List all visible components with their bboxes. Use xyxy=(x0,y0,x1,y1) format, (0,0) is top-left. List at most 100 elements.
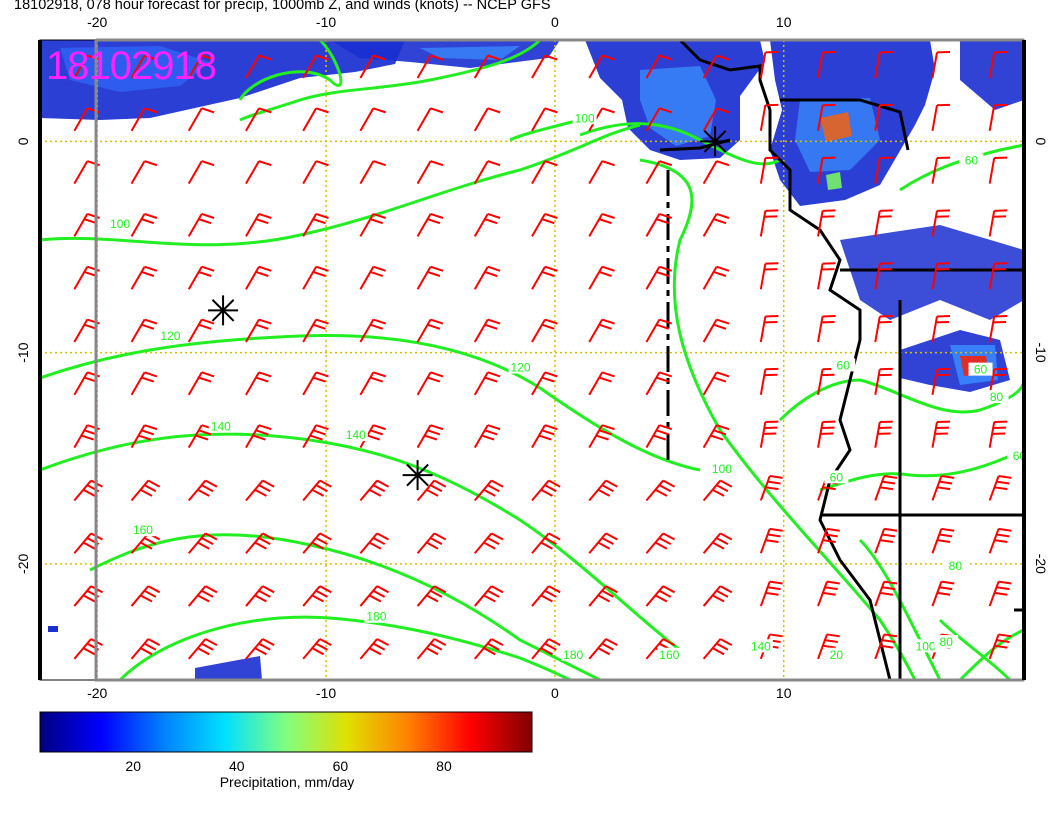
contour-label: 100 xyxy=(110,217,130,231)
wind-barb xyxy=(531,424,558,449)
wind-barb xyxy=(645,265,673,290)
wind-barb xyxy=(702,638,733,660)
wind-barb xyxy=(245,54,272,79)
wind-barb xyxy=(759,580,783,607)
wind-barb xyxy=(588,160,615,185)
wind-barb xyxy=(416,107,444,132)
wind-barb xyxy=(931,527,955,554)
wind-barb xyxy=(817,103,836,131)
wind-barb xyxy=(645,160,673,185)
wind-barb xyxy=(645,371,673,396)
wind-barb xyxy=(588,424,615,449)
wind-barb xyxy=(473,371,501,396)
wind-barb xyxy=(531,585,561,607)
wind-barb xyxy=(702,318,730,343)
wind-barb xyxy=(302,585,332,607)
contour-label: 60 xyxy=(965,154,979,168)
x-axis-tick-label: -20 xyxy=(87,14,107,30)
wind-barb xyxy=(931,262,951,290)
wind-barb xyxy=(645,54,673,79)
wind-barb xyxy=(187,265,215,290)
low-center-marker xyxy=(208,295,239,326)
wind-barb xyxy=(874,315,893,343)
wind-barb xyxy=(130,585,161,607)
wind-barb xyxy=(874,527,898,554)
wind-barb xyxy=(931,420,951,448)
wind-barb xyxy=(245,212,272,237)
wind-barb xyxy=(130,107,158,132)
y-axis-tick-label: -20 xyxy=(15,553,31,573)
wind-barb xyxy=(702,585,733,607)
wind-barb xyxy=(817,580,840,607)
wind-barb xyxy=(130,371,158,396)
wind-barb xyxy=(359,585,390,607)
wind-barb xyxy=(473,107,501,132)
wind-barb xyxy=(416,532,447,554)
wind-barb xyxy=(702,424,730,449)
wind-barb xyxy=(359,265,387,290)
wind-barb xyxy=(931,209,951,237)
wind-barb xyxy=(531,54,558,79)
wind-barb xyxy=(702,371,730,396)
wind-barb xyxy=(187,318,215,343)
wind-barb xyxy=(245,638,275,660)
y-axis-tick-label: -20 xyxy=(1033,554,1049,574)
wind-barb xyxy=(988,262,1008,290)
map-plot-area: 100 120 140 160 180 120 140 100 100 160 140 180 60 60… xyxy=(40,40,1024,680)
wind-barb xyxy=(817,209,836,237)
wind-barb xyxy=(302,638,332,660)
contour-label: 140 xyxy=(211,420,231,434)
wind-barb xyxy=(702,532,733,554)
wind-barb xyxy=(187,638,218,660)
contour-label: 180 xyxy=(366,610,386,624)
wind-barb xyxy=(187,212,215,237)
wind-barb xyxy=(73,54,100,79)
y-axis-tick-label: 0 xyxy=(15,137,31,145)
wind-barb xyxy=(588,318,615,343)
wind-barb xyxy=(416,265,444,290)
wind-barb xyxy=(988,51,1008,79)
wind-barb xyxy=(988,156,1008,184)
wind-barb xyxy=(359,54,387,79)
wind-barb xyxy=(416,318,444,343)
wind-barb xyxy=(245,265,272,290)
contour-label: 160 xyxy=(133,523,153,537)
x-axis-tick-label: 0 xyxy=(551,685,559,701)
wind-barb xyxy=(531,638,561,660)
wind-barb xyxy=(874,262,893,290)
colorbar-tick-label: 40 xyxy=(229,758,245,774)
contour-labels: 100 120 140 160 180 120 140 100 100 160 140 180 60 60… xyxy=(108,111,1024,662)
wind-barb xyxy=(359,160,387,185)
wind-barb xyxy=(302,318,329,343)
x-axis-tick-label: 0 xyxy=(551,14,559,30)
wind-barb xyxy=(988,580,1012,607)
y-axis-tick-label: 0 xyxy=(1033,137,1049,145)
wind-barb xyxy=(645,532,676,554)
wind-barb xyxy=(588,54,615,79)
wind-barb xyxy=(874,51,893,79)
precipitation-field xyxy=(40,40,1024,680)
wind-barb xyxy=(874,103,893,131)
wind-barb xyxy=(245,479,275,502)
wind-barb xyxy=(359,638,390,660)
wind-barb xyxy=(130,479,161,502)
wind-barb xyxy=(187,54,215,79)
wind-barb xyxy=(988,527,1012,554)
y-axis-ticks-left: 0 -10 -20 xyxy=(15,137,31,574)
wind-barb xyxy=(874,209,893,237)
colorbar-tick-label: 20 xyxy=(125,758,142,774)
wind-barb xyxy=(702,160,730,185)
wind-barb xyxy=(130,265,158,290)
wind-barb xyxy=(874,475,898,501)
wind-barb xyxy=(759,262,779,290)
wind-barb xyxy=(416,160,444,185)
x-axis-tick-label: -10 xyxy=(316,14,336,30)
wind-barb xyxy=(359,371,387,396)
wind-barb xyxy=(359,212,387,237)
wind-barb xyxy=(302,160,329,185)
wind-barb xyxy=(759,51,779,79)
contour-label: 140 xyxy=(346,428,366,442)
wind-barb xyxy=(931,315,951,343)
wind-barb xyxy=(874,633,898,660)
wind-barb xyxy=(130,318,158,343)
